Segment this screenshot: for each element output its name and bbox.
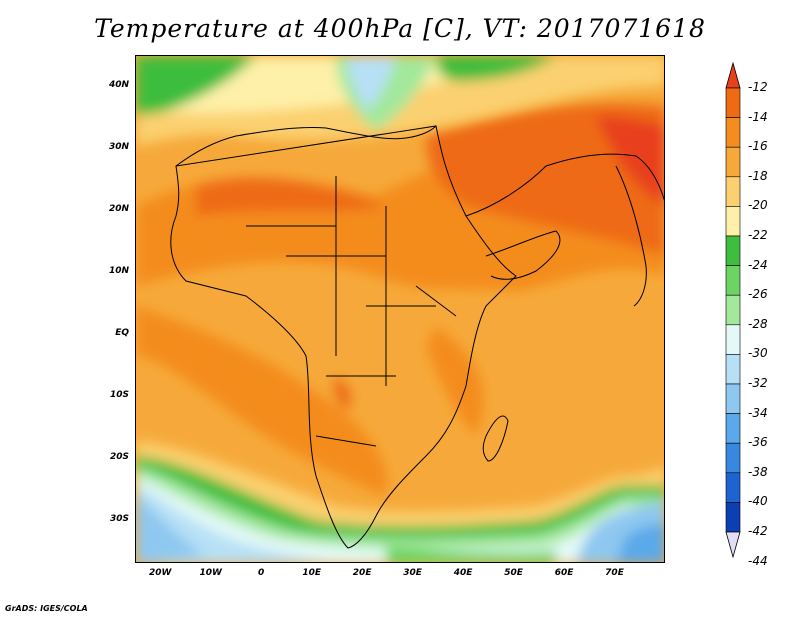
colorbar-bin-9 xyxy=(725,324,741,355)
colorbar-bin-11 xyxy=(725,383,741,414)
colorbar-bin-4 xyxy=(725,176,741,207)
colorbar-bin-10 xyxy=(725,354,741,385)
colorbar-bin-7 xyxy=(725,265,741,296)
colorbar-bin-6 xyxy=(725,235,741,266)
colorbar-bin-2 xyxy=(725,117,741,148)
lon-label-5: 30E xyxy=(403,568,422,578)
colorbar xyxy=(725,61,741,559)
lat-label-7: 30S xyxy=(109,513,129,524)
colorbar-bin-14 xyxy=(725,472,741,503)
colorbar-graphic xyxy=(725,61,741,559)
lat-label-1: 30N xyxy=(108,141,129,152)
colorbar-bin-15 xyxy=(725,502,741,533)
page-title: Temperature at 400hPa [C], VT: 201707161… xyxy=(94,14,706,43)
colorbar-label-16: -44 xyxy=(748,553,768,568)
colorbar-bin-12 xyxy=(725,413,741,444)
lat-label-6: 20S xyxy=(109,451,129,462)
colorbar-label-8: -28 xyxy=(748,316,768,331)
colorbar-bin-3 xyxy=(725,146,741,178)
coastlines xyxy=(170,125,664,549)
colorbar-bin-1 xyxy=(725,87,741,118)
colorbar-bin-8 xyxy=(725,294,741,326)
lon-label-9: 70E xyxy=(605,568,624,578)
colorbar-label-12: -36 xyxy=(748,435,768,450)
lon-label-1: 10W xyxy=(199,568,222,578)
colorbar-label-1: -14 xyxy=(748,109,768,124)
colorbar-label-5: -22 xyxy=(748,228,768,242)
map-panel xyxy=(135,55,665,563)
colorbar-label-6: -24 xyxy=(748,257,768,272)
lon-label-3: 10E xyxy=(302,568,321,578)
map-canvas xyxy=(136,56,664,562)
colorbar-label-0: -12 xyxy=(748,80,768,94)
colorbar-label-13: -38 xyxy=(748,464,768,479)
lon-label-8: 60E xyxy=(554,568,574,578)
colorbar-label-10: -32 xyxy=(748,376,768,390)
temp-field-warm xyxy=(136,103,664,496)
colorbar-label-9: -30 xyxy=(748,346,768,361)
colorbar-label-4: -20 xyxy=(748,198,768,213)
colorbar-label-7: -26 xyxy=(748,287,768,302)
colorbar-label-2: -16 xyxy=(748,139,768,154)
lat-label-2: 20N xyxy=(108,203,129,214)
lon-label-4: 20E xyxy=(352,568,372,578)
temp-field-south-cold xyxy=(136,441,664,562)
lat-label-5: 10S xyxy=(109,389,129,400)
colorbar-label-15: -42 xyxy=(748,524,768,538)
lat-label-0: 40N xyxy=(108,79,129,90)
lon-label-0: 20W xyxy=(149,568,172,578)
lat-label-3: 10N xyxy=(108,265,129,276)
lon-label-2: 0 xyxy=(258,568,265,578)
colorbar-label-14: -40 xyxy=(748,494,768,509)
temp-field-north-cool xyxy=(136,56,664,146)
colorbar-bin-5 xyxy=(725,206,741,237)
colorbar-bin-13 xyxy=(725,442,741,474)
colorbar-top-arrow xyxy=(725,61,741,89)
lon-label-7: 50E xyxy=(504,568,523,578)
lon-label-6: 40E xyxy=(453,568,473,578)
colorbar-label-3: -18 xyxy=(748,168,768,183)
credit-label: GrADS: IGES/COLA xyxy=(5,604,88,613)
colorbar-bottom-arrow xyxy=(725,531,741,559)
colorbar-label-11: -34 xyxy=(748,405,768,420)
lat-label-4: EQ xyxy=(115,327,129,338)
